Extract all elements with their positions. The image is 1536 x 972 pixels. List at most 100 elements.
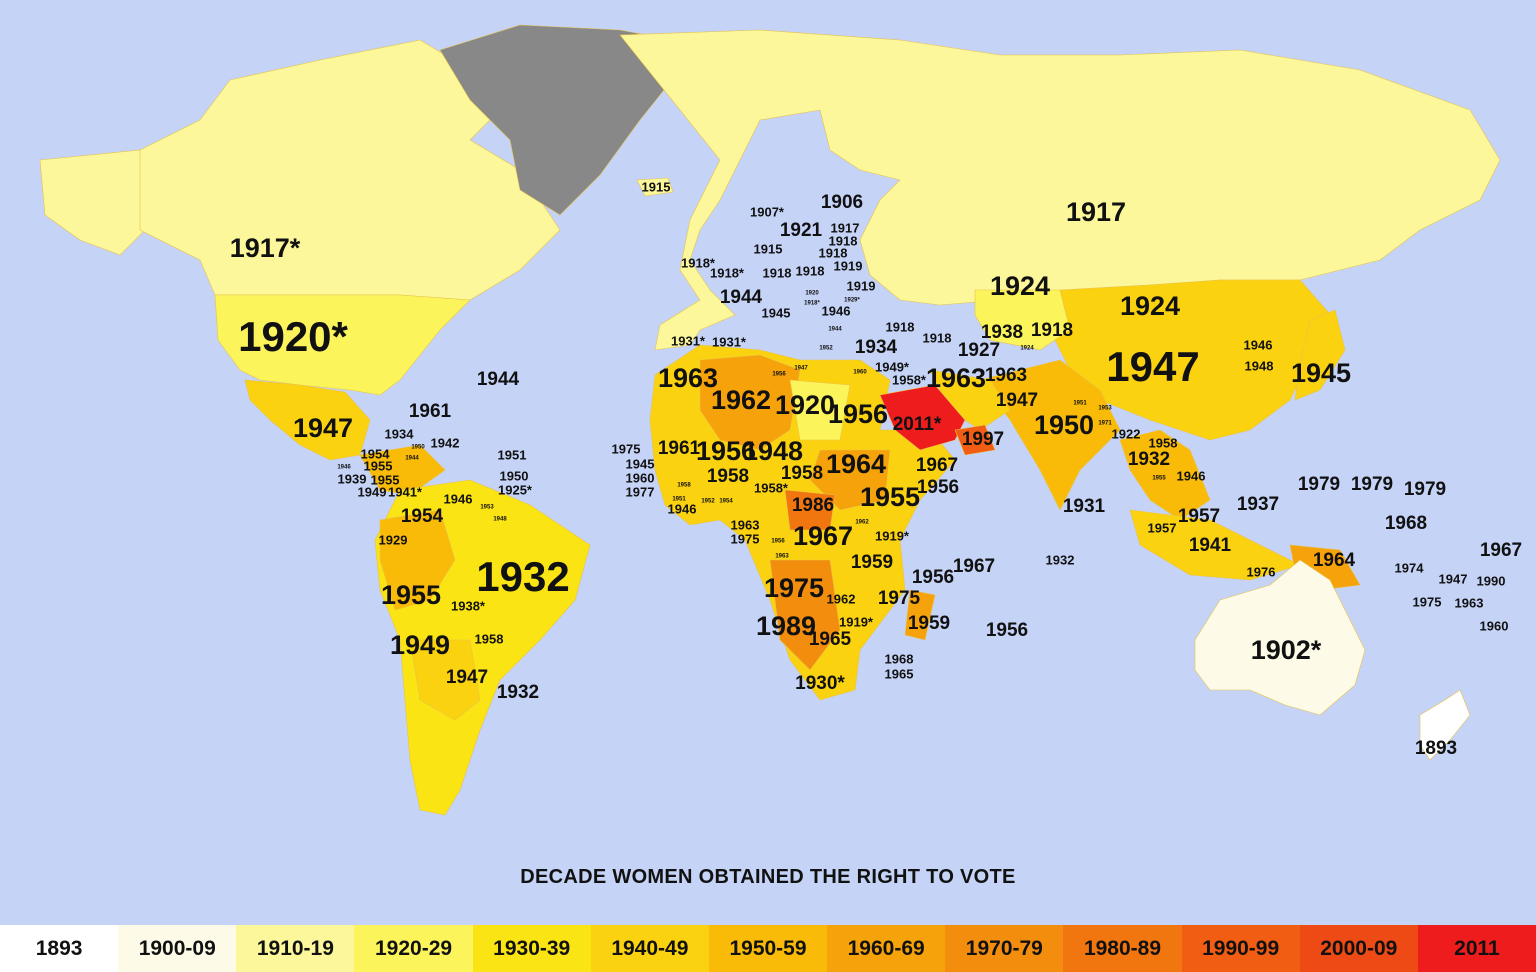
year-label: 1915 (642, 179, 671, 194)
year-label: 1955 (381, 580, 441, 610)
year-label: 1947 (446, 667, 488, 688)
year-label: 1931* (671, 333, 706, 348)
region-shape (784, 489, 836, 531)
year-label: 1956 (986, 620, 1028, 641)
year-label: 1946 (337, 465, 351, 471)
year-label: 1968 (885, 651, 914, 666)
legend-label: 1893 (35, 936, 83, 960)
year-label: 1924 (1120, 291, 1180, 321)
year-label: 1965 (885, 666, 914, 681)
year-label: 1932 (476, 553, 569, 600)
year-label: 1946 (822, 303, 851, 318)
year-label: 1958* (754, 480, 789, 495)
region-shape (974, 289, 1071, 351)
region-shape (244, 379, 371, 461)
year-label: 1938* (451, 598, 486, 613)
year-label: 1975 (878, 588, 921, 609)
legend-cell: 1990-99 (1181, 925, 1300, 972)
region-shape (636, 177, 674, 197)
legend-label: 1900-09 (138, 936, 216, 960)
legend-label: 1920-29 (375, 936, 453, 960)
year-label: 1927 (958, 340, 1000, 361)
region-shape (769, 559, 841, 671)
year-label: 1918 (886, 319, 915, 334)
region-shape (359, 444, 446, 496)
year-label: 1976 (1247, 564, 1276, 579)
year-label: 1948 (743, 436, 803, 466)
year-label: 1986 (792, 495, 834, 516)
year-label: 1932 (497, 682, 539, 703)
year-label: 1947 (293, 413, 353, 443)
legend-cell: 1930-39 (472, 925, 591, 972)
year-label: 1942 (431, 435, 460, 450)
year-label: 1941 (1189, 535, 1232, 556)
year-label: 1964 (826, 449, 886, 479)
year-label: 1918 (829, 233, 858, 248)
year-label: 1955 (860, 482, 920, 512)
year-label: 1960 (1480, 618, 1509, 633)
year-label: 1962 (827, 591, 856, 606)
year-label: 1953 (480, 505, 494, 511)
year-label: 1958 (707, 466, 749, 487)
legend-cell: 1960-69 (827, 925, 946, 972)
year-label: 1921 (780, 220, 823, 241)
year-label: 1975 (1413, 594, 1442, 609)
legend-label: 1970-79 (965, 936, 1043, 960)
year-label: 1979 (1404, 479, 1446, 500)
year-label: 1920* (238, 313, 348, 360)
legend-label: 1910-19 (256, 936, 334, 960)
year-label: 1967 (1480, 540, 1522, 561)
year-label: 1932 (1128, 449, 1170, 470)
region-shape (1129, 509, 1301, 581)
year-label: 1944 (720, 287, 763, 308)
year-label: 1955 (371, 472, 400, 487)
legend-label: 1960-69 (847, 936, 925, 960)
year-label: 1938 (981, 322, 1023, 343)
year-label: 1931 (1063, 496, 1106, 517)
legend: 1893 1900-09 1910-19 1920-29 1930-39 1940-49 1… (0, 925, 1536, 972)
legend-label: 2011 (1454, 936, 1500, 960)
region-shape (619, 29, 1501, 351)
year-label: 1954 (719, 499, 733, 505)
legend-cell: 1980-89 (1063, 925, 1182, 972)
year-label: 1958 (677, 483, 691, 489)
year-label: 1963 (731, 517, 760, 532)
region-shape (1194, 559, 1366, 716)
year-label: 1950 (500, 468, 529, 483)
year-label: 1951 (1073, 401, 1087, 407)
year-label: 1919* (839, 614, 874, 629)
year-label: 1944 (405, 456, 419, 462)
region-shape (214, 294, 471, 396)
region-shape (1119, 429, 1211, 521)
year-label: 1944 (477, 369, 520, 390)
year-label: 1975 (731, 531, 760, 546)
year-label: 1949* (875, 359, 910, 374)
legend-cell: 1900-09 (118, 925, 237, 972)
year-label: 1893 (1415, 738, 1457, 759)
year-label: 1917 (831, 220, 860, 235)
year-label: 1934 (855, 337, 898, 358)
region-shape (699, 354, 801, 451)
year-label: 1918 (1031, 320, 1073, 341)
year-label: 1959 (851, 552, 893, 573)
region-shape (439, 24, 701, 216)
year-label: 1947 (1439, 571, 1468, 586)
year-label: 1917 (1066, 197, 1126, 227)
year-label: 1945 (626, 456, 655, 471)
map-regions (39, 24, 1501, 816)
region-shape (954, 424, 996, 456)
year-label: 1934 (385, 426, 415, 441)
year-label: 1975 (764, 573, 824, 603)
year-label: 1931* (712, 334, 747, 349)
year-label: 1918 (819, 245, 848, 260)
year-label: 1954 (401, 506, 444, 527)
year-label: 1947 (794, 366, 808, 372)
year-label: 1915 (754, 241, 783, 256)
region-shape (1294, 309, 1346, 401)
year-label: 1918 (763, 265, 792, 280)
region-shape (789, 379, 851, 441)
year-label: 1918* (804, 301, 820, 307)
world-map: 1917* 1920* 1915 1944 1961 1947 1934 1950 1942 19… (39, 24, 1523, 816)
legend-label: 2000-09 (1320, 936, 1398, 960)
year-label: 1997 (962, 429, 1004, 450)
